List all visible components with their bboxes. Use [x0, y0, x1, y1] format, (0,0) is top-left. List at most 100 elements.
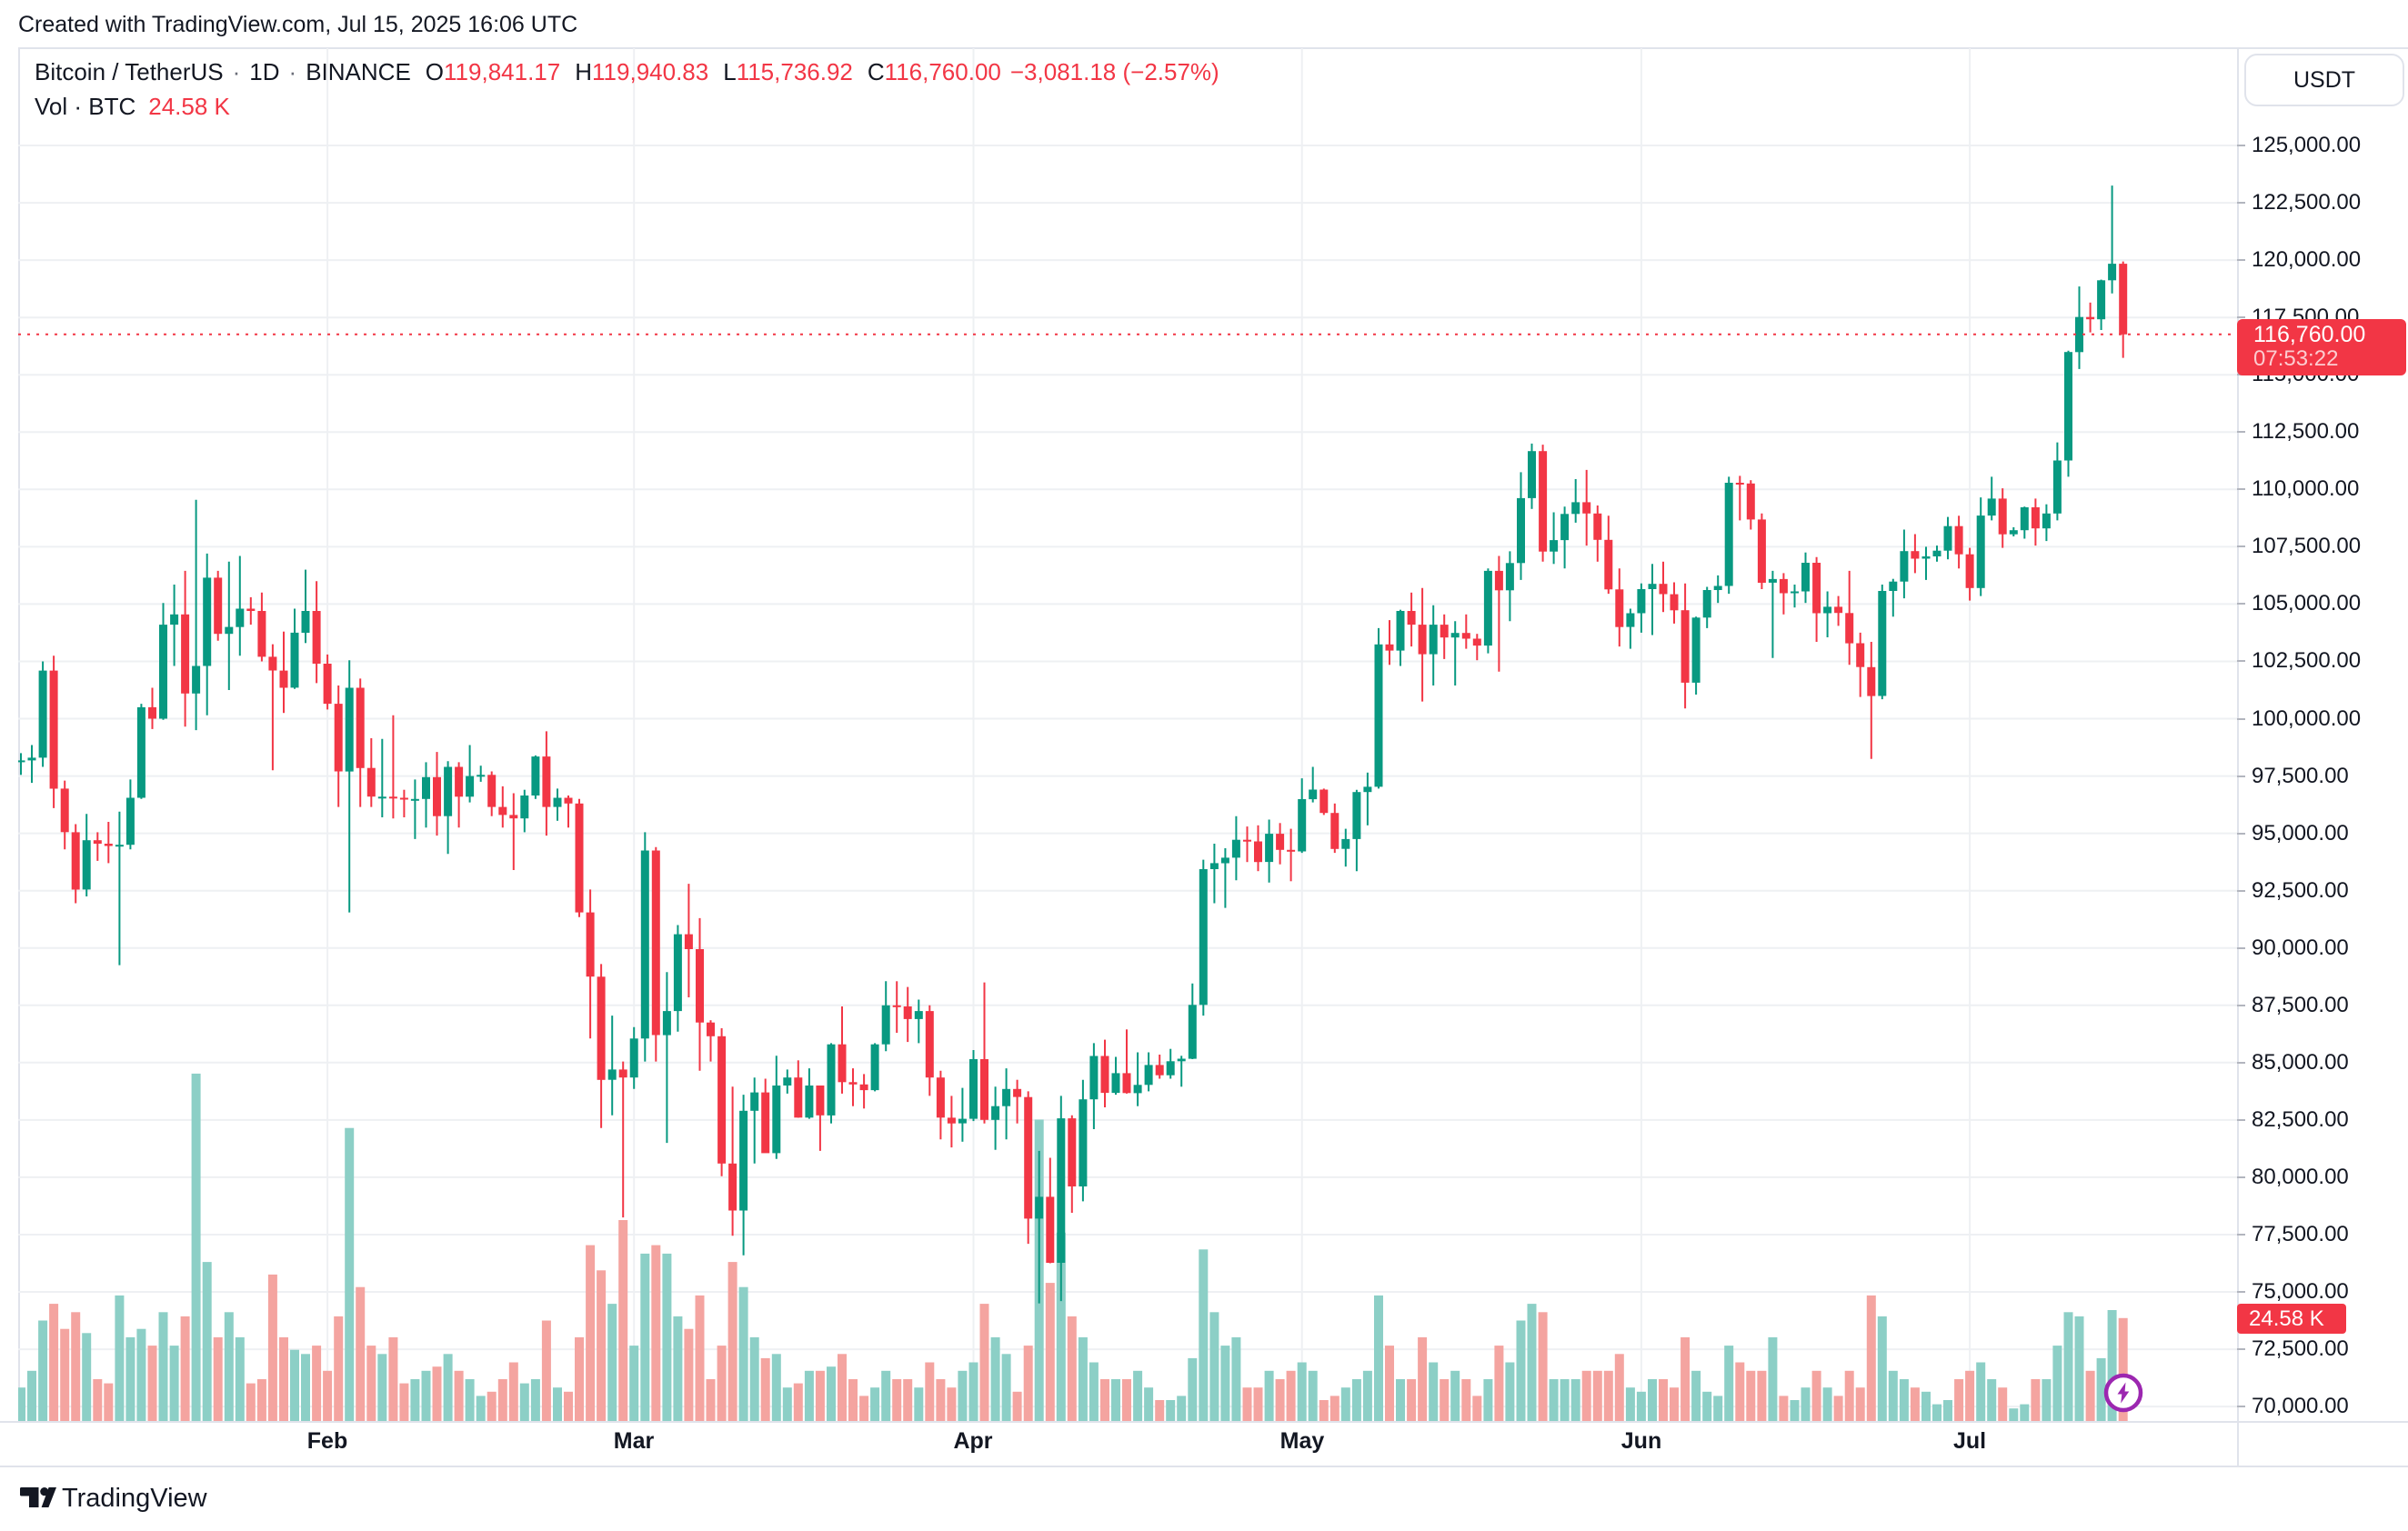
candle-body — [268, 656, 277, 671]
close-value: 116,760.00 — [884, 58, 1001, 85]
candle-body — [1571, 502, 1580, 515]
volume-bar — [60, 1328, 70, 1421]
candle-body — [1013, 1088, 1022, 1097]
candle-body — [1834, 606, 1843, 614]
candle-body — [1429, 625, 1438, 655]
time-axis[interactable]: Feb Mar Apr May Jun Jul — [0, 1423, 2408, 1466]
volume-bar — [158, 1312, 168, 1421]
candle-body — [805, 1086, 814, 1118]
volume-bar — [575, 1336, 584, 1421]
candle-body — [1560, 514, 1570, 541]
symbol-name[interactable]: Bitcoin / TetherUS — [35, 58, 224, 85]
volume-bar — [1570, 1379, 1580, 1421]
candle-body — [1243, 839, 1251, 842]
candle-body — [1867, 666, 1876, 696]
candle-body — [1068, 1118, 1077, 1186]
volume-bar — [827, 1366, 836, 1421]
volume-bar — [706, 1379, 716, 1421]
candle-body — [827, 1044, 836, 1116]
volume-bar — [815, 1370, 825, 1421]
candle-body — [1111, 1073, 1120, 1094]
candle-body — [1801, 563, 1810, 592]
candle-body — [1057, 1118, 1066, 1263]
volume-bar — [487, 1391, 497, 1421]
candle-body — [772, 1086, 781, 1154]
low-value: 115,736.92 — [736, 58, 853, 85]
volume-bar — [1724, 1346, 1734, 1421]
volume-bar — [1625, 1387, 1635, 1421]
volume-bar — [1319, 1400, 1329, 1421]
candle-body — [1133, 1085, 1142, 1094]
candle-body — [1987, 498, 1996, 516]
price-tick-mark — [2237, 660, 2245, 662]
time-axis-month-label: Mar — [613, 1428, 655, 1454]
volume-bar — [958, 1370, 968, 1421]
volume-bar — [312, 1346, 322, 1421]
candle-body — [1494, 570, 1503, 591]
exchange-label[interactable]: BINANCE — [306, 58, 411, 85]
candle-body — [1779, 578, 1788, 594]
volume-bar — [421, 1370, 431, 1421]
chart-plot-area[interactable] — [16, 48, 2237, 1422]
volume-bar — [49, 1304, 59, 1421]
ohlc-close: C116,760.00 — [868, 56, 1001, 87]
candle-body — [1856, 643, 1865, 667]
candle-body — [1155, 1065, 1164, 1076]
price-tick-label: 110,000.00 — [2252, 476, 2360, 501]
volume-bar — [848, 1379, 858, 1421]
candle-body — [214, 577, 223, 635]
candle-body — [1341, 838, 1350, 849]
candle-body — [607, 1069, 617, 1080]
tradingview-logo-icon[interactable] — [20, 1487, 56, 1509]
candlestick-chart[interactable] — [16, 48, 2237, 1422]
volume-bar — [1231, 1336, 1241, 1421]
volume-bar — [202, 1262, 212, 1421]
candle-body — [1593, 513, 1602, 540]
volume-bar — [1603, 1370, 1613, 1421]
close-letter: C — [867, 58, 885, 85]
candle-body — [1550, 540, 1559, 552]
volume-bar — [388, 1336, 398, 1421]
volume-bar — [673, 1316, 683, 1421]
price-tick-label: 102,500.00 — [2252, 648, 2362, 673]
candle-body — [410, 798, 419, 801]
volume-bar — [1067, 1316, 1077, 1421]
candle-body — [509, 815, 518, 819]
volume-bar — [1877, 1316, 1887, 1421]
volume-bar — [2085, 1370, 2095, 1421]
volume-label[interactable]: Vol · BTC — [35, 93, 136, 120]
volume-bar — [870, 1387, 880, 1421]
price-tick-label: 90,000.00 — [2252, 936, 2349, 960]
volume-bar — [235, 1336, 245, 1421]
interval-label[interactable]: 1D — [249, 58, 280, 85]
volume-bar — [1100, 1379, 1109, 1421]
volume-bar — [16, 1387, 25, 1421]
currency-toggle-button[interactable]: USDT — [2244, 54, 2404, 106]
volume-bars-layer — [16, 1073, 2128, 1422]
volume-bar — [1670, 1387, 1679, 1421]
candle-body — [969, 1059, 978, 1119]
time-axis-month-label: Feb — [306, 1428, 348, 1454]
volume-bar — [1001, 1354, 1011, 1421]
time-axis-border — [0, 1421, 2408, 1423]
candle-body — [1637, 589, 1646, 614]
candle-body — [575, 803, 584, 913]
candle-body — [49, 670, 58, 789]
price-axis[interactable]: 70,000.00 72,500.00 75,000.00 77,500.00 80,0… — [2237, 48, 2408, 1466]
lightning-event-marker-icon[interactable] — [2102, 1372, 2144, 1414]
price-tick-label: 122,500.00 — [2252, 190, 2362, 215]
volume-bar — [749, 1336, 759, 1421]
candle-body — [334, 704, 343, 772]
price-axis-border — [2237, 48, 2239, 1466]
price-tick-mark — [2237, 1234, 2245, 1236]
volume-bar — [1308, 1370, 1318, 1421]
volume-bar — [1516, 1320, 1526, 1421]
candle-body — [1823, 606, 1832, 614]
volume-bar — [586, 1245, 596, 1421]
candle-body — [388, 796, 397, 799]
volume-bar — [760, 1357, 770, 1421]
legend-symbol-row: Bitcoin / TetherUS · 1D · BINANCE O119,8… — [35, 56, 1219, 87]
tradingview-brand-text[interactable]: TradingView — [62, 1484, 207, 1513]
candle-body — [739, 1110, 748, 1211]
candle-body — [531, 756, 540, 796]
